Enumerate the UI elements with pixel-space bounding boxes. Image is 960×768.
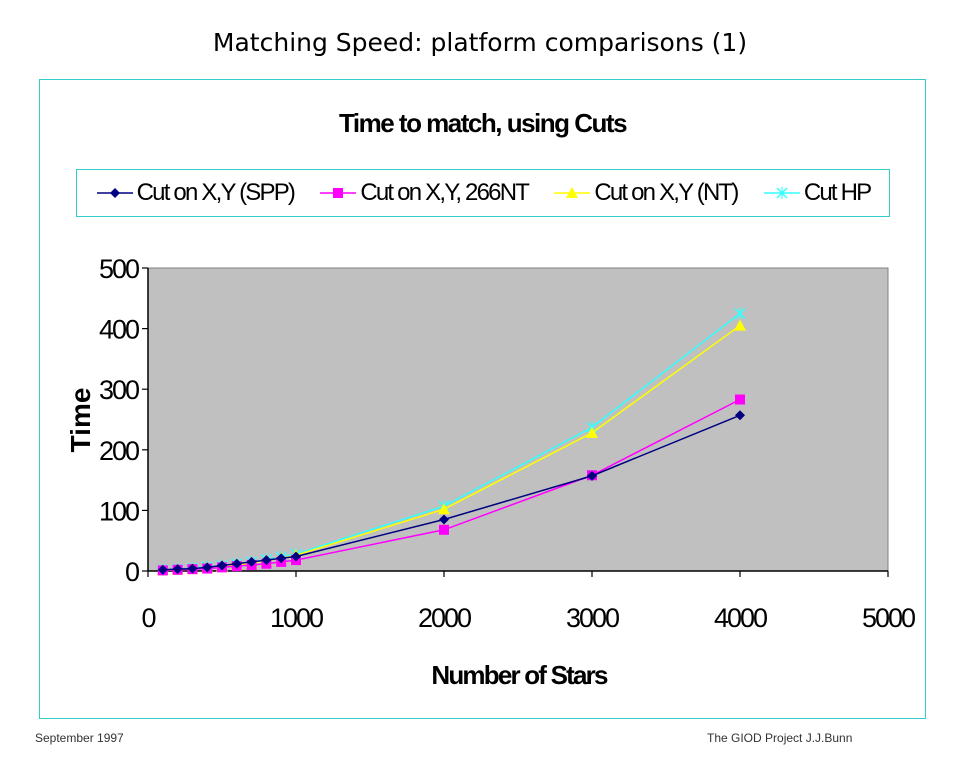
data-point-cut-on-x-y-spp <box>202 562 213 573</box>
data-point-cut-on-x-y-spp <box>735 410 745 421</box>
data-point-cut-on-x-y-spp <box>291 551 301 562</box>
y-axis-title: Time <box>65 388 96 453</box>
x-tick-label: 4000 <box>714 603 767 633</box>
legend-label: Cut HP <box>803 179 872 206</box>
legend-swatch-cut-on-x-y-266nt <box>320 188 357 198</box>
data-point-cut-on-x-y-nt <box>586 426 598 438</box>
data-point-cut-on-x-y-spp <box>231 558 242 569</box>
data-point-cut-on-x-y-spp <box>217 560 227 571</box>
legend-swatch-cut-hp <box>763 187 800 199</box>
x-tick-label: 3000 <box>566 603 619 633</box>
data-point-cut-on-x-y-spp <box>261 555 272 566</box>
data-point-cut-on-x-y-nt <box>438 503 450 515</box>
x-tick-label: 2000 <box>418 603 471 633</box>
data-point-cut-on-x-y-spp <box>587 470 597 481</box>
data-point-cut-on-x-y-266nt <box>735 394 745 405</box>
legend-item-cut-on-x-y-nt: Cut on X,Y (NT) <box>553 179 739 207</box>
data-point-cut-on-x-y-266nt <box>439 524 449 535</box>
legend-item-cut-on-x-y-266nt: Cut on X,Y, 266NT <box>319 179 530 207</box>
x-tick-label: 0 <box>141 603 155 633</box>
y-tick-label: 100 <box>99 496 139 526</box>
data-point-cut-on-x-y-spp <box>439 514 449 525</box>
x-tick-label: 5000 <box>862 603 915 633</box>
legend-label: Cut on X,Y, 266NT <box>360 179 530 206</box>
legend-label: Cut on X,Y (NT) <box>594 179 739 206</box>
legend-swatch-cut-on-x-y-nt <box>554 187 591 198</box>
legend-swatch-cut-on-x-y-spp <box>96 188 133 198</box>
y-tick-label: 300 <box>99 375 139 405</box>
data-point-cut-on-x-y-spp <box>157 564 168 575</box>
chart-area: Time to match, using Cuts Cut on X,Y (SP… <box>39 79 926 719</box>
x-axis-title: Number of Stars <box>431 660 608 690</box>
data-point-cut-on-x-y-spp <box>187 563 198 574</box>
legend-label: Cut on X,Y (SPP) <box>136 179 296 206</box>
y-tick-label: 500 <box>99 254 139 284</box>
data-point-cut-on-x-y-spp <box>276 553 287 564</box>
legend-item-cut-on-x-y-spp: Cut on X,Y (SPP) <box>96 179 296 207</box>
x-tick-label: 1000 <box>270 603 323 633</box>
footer-credit: The GIOD Project J.J.Bunn <box>707 731 853 745</box>
data-point-cut-on-x-y-nt <box>734 319 746 331</box>
legend-item-cut-hp: Cut HP <box>763 179 872 207</box>
footer-date: September 1997 <box>35 731 124 745</box>
y-tick-label: 400 <box>99 315 139 345</box>
data-point-cut-on-x-y-spp <box>172 564 183 575</box>
chart-title: Time to match, using Cuts <box>338 108 628 138</box>
y-tick-label: 200 <box>99 436 139 466</box>
plot-area <box>147 267 889 572</box>
data-point-cut-on-x-y-spp <box>246 556 257 567</box>
slide-title: Matching Speed: platform comparisons (1) <box>212 28 748 57</box>
chart-legend: Cut on X,Y (SPP) Cut on X,Y, 266NT Cut on … <box>76 169 890 217</box>
y-tick-label: 0 <box>125 557 139 587</box>
data-point-cut-hp <box>734 307 746 320</box>
